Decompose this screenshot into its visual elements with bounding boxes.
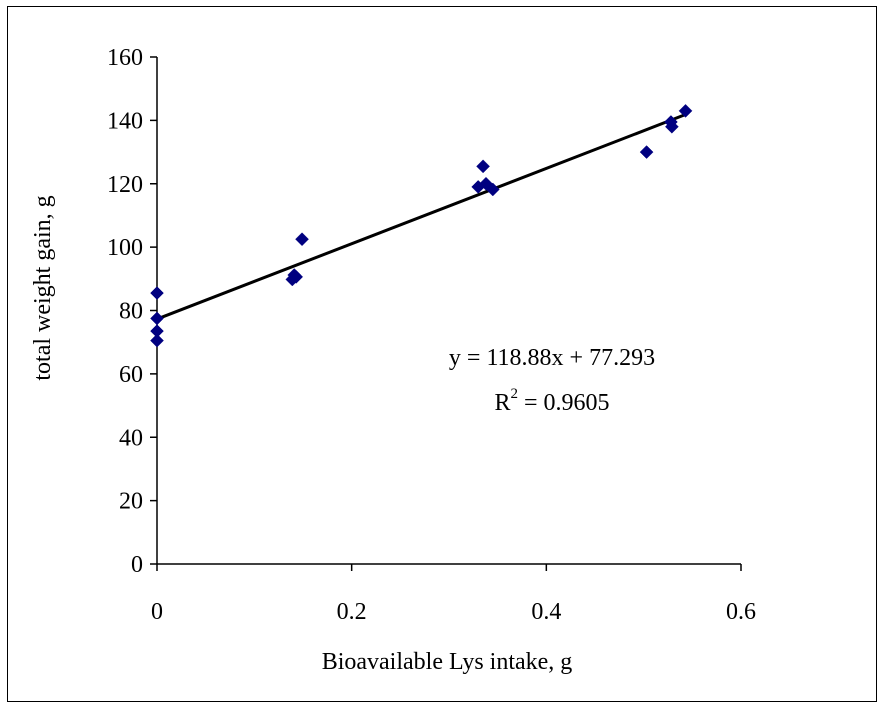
data-point-diamond [150,333,164,348]
data-point-diamond [150,311,164,326]
data-point-diamond [639,145,654,159]
scatter-chart: 0 20 40 60 80 100 120 140 160 0 0.2 0.4 0.6 Bioavail… [30,45,756,675]
y-tick-label: 140 [107,108,143,134]
y-tick-label: 40 [119,425,143,451]
x-tick-label: 0 [151,599,163,625]
data-points [150,104,693,348]
y-tick-label: 80 [119,299,143,325]
r-squared-label: R2 = 0.9605 [494,386,609,416]
y-tick-label: 100 [107,235,143,261]
x-tick-label: 0.4 [531,599,561,625]
y-tick-label: 120 [107,172,143,198]
r-squared-superscript: 2 [510,386,518,402]
r-squared-prefix: R [494,390,510,416]
data-point-diamond [150,286,164,300]
x-axis-title: Bioavailable Lys intake, g [322,649,573,675]
linear-trendline [156,113,687,321]
chart-frame: 0 20 40 60 80 100 120 140 160 0 0.2 0.4 0.6 Bioavail… [7,6,877,702]
data-point-diamond [485,182,500,197]
data-point-diamond [295,232,309,247]
y-tick-label: 20 [119,489,143,515]
y-axis-title: total weight gain, g [30,195,56,380]
data-point-diamond [289,270,304,284]
tick-labels: 0 20 40 60 80 100 120 140 160 0 0.2 0.4 0.6 [107,45,756,625]
r-squared-value: = 0.9605 [518,390,610,416]
axes [150,56,742,571]
x-tick-label: 0.2 [337,599,367,625]
y-tick-label: 0 [131,552,143,578]
trendline-group [156,113,687,321]
data-point-diamond [665,119,679,134]
data-point-diamond [678,104,693,118]
trendline-equation: y = 118.88x + 77.293 [449,345,655,371]
data-point-diamond [476,159,490,174]
x-tick-label: 0.6 [726,599,756,625]
y-tick-label: 60 [119,362,143,388]
y-tick-label: 160 [107,45,143,71]
